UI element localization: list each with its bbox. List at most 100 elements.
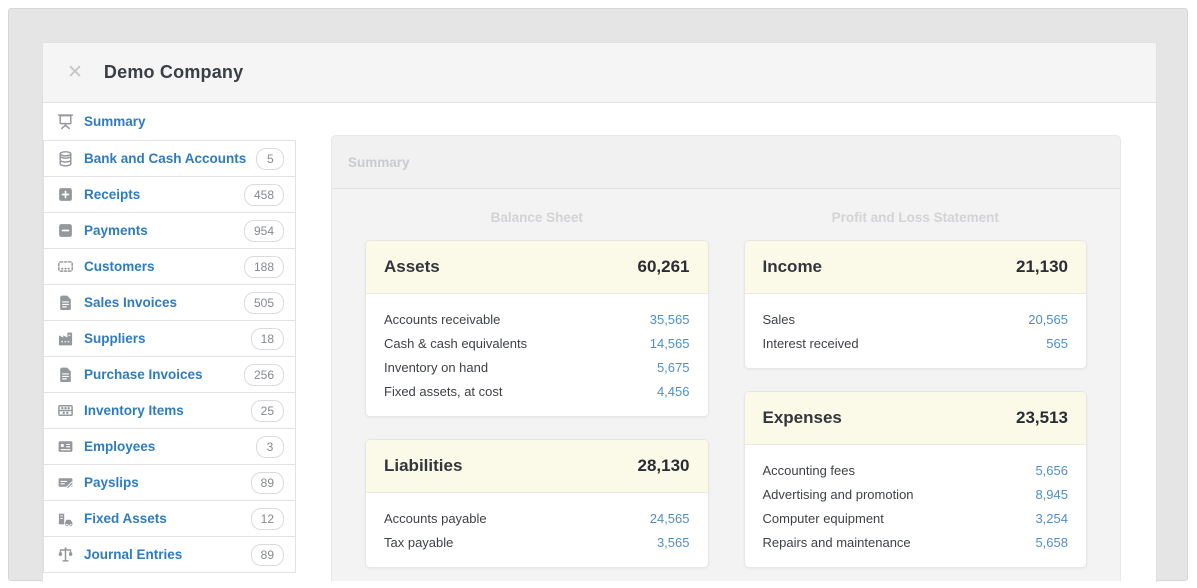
sidebar-item-employees[interactable]: Employees 3 [43,428,296,465]
id-card-icon [57,438,74,455]
sidebar-item-count: 954 [244,220,284,242]
sidebar-item-fixed-assets[interactable]: Fixed Assets 12 [43,500,296,537]
account-value-link[interactable]: 5,658 [1035,535,1068,550]
card-total: 21,130 [1016,257,1068,277]
sidebar-item-label: Journal Entries [84,547,182,562]
account-value-link[interactable]: 35,565 [650,312,690,327]
coins-icon [57,150,74,167]
account-label: Advertising and promotion [763,487,914,502]
account-row-repairs-and-maintenance: Repairs and maintenance 5,658 [763,530,1069,554]
card-income: Income 21,130 Sales 20,565 Interest rece… [744,240,1088,369]
invoice-icon [57,366,74,383]
card-total: 28,130 [638,456,690,476]
sidebar-item-label: Sales Invoices [84,295,177,310]
main-area: Summary Balance Sheet Assets 60,261 Acco… [296,103,1156,581]
card-header: Income 21,130 [745,241,1087,294]
statement-column-balance-sheet: Balance Sheet Assets 60,261 Accounts rec… [365,210,709,582]
card-body: Accounts receivable 35,565 Cash & cash e… [366,294,708,416]
sidebar-item-label: Purchase Invoices [84,367,203,382]
summary-tab[interactable]: Summary [332,136,1120,189]
card-total: 23,513 [1016,408,1068,428]
account-label: Accounts payable [384,511,487,526]
app-body: Summary Bank and Cash Accounts 5 Receipt… [43,103,1156,581]
account-row-accounting-fees: Accounting fees 5,656 [763,458,1069,482]
sidebar-item-summary[interactable]: Summary [43,103,296,140]
sidebar-item-label: Summary [84,114,146,129]
account-value-link[interactable]: 5,656 [1035,463,1068,478]
card-title: Liabilities [384,456,462,476]
account-value-link[interactable]: 4,456 [657,384,690,399]
account-value-link[interactable]: 565 [1046,336,1068,351]
account-value-link[interactable]: 20,565 [1028,312,1068,327]
card-body: Accounts payable 24,565 Tax payable 3,56… [366,493,708,567]
sidebar-item-count: 5 [256,148,284,170]
account-label: Sales [763,312,796,327]
account-row-interest-received: Interest received 565 [763,331,1069,355]
account-label: Repairs and maintenance [763,535,911,550]
sidebar-item-bank-and-cash-accounts[interactable]: Bank and Cash Accounts 5 [43,140,296,177]
presentation-icon [57,113,74,130]
account-value-link[interactable]: 3,565 [657,535,690,550]
summary-tab-label: Summary [348,155,410,170]
account-value-link[interactable]: 14,565 [650,336,690,351]
card-header: Expenses 23,513 [745,392,1087,445]
statement-column-profit-and-loss-statement: Profit and Loss Statement Income 21,130 … [744,210,1088,582]
account-value-link[interactable]: 8,945 [1035,487,1068,502]
sidebar-item-inventory-items[interactable]: Inventory Items 25 [43,392,296,429]
account-row-cash-cash-equivalents: Cash & cash equivalents 14,565 [384,331,690,355]
sidebar-item-label: Bank and Cash Accounts [84,151,246,166]
sidebar-item-count: 3 [256,436,284,458]
account-row-fixed-assets-at-cost: Fixed assets, at cost 4,456 [384,379,690,403]
card-total: 60,261 [638,257,690,277]
payslip-icon [57,474,74,491]
sidebar-item-count: 89 [251,472,284,494]
account-row-advertising-and-promotion: Advertising and promotion 8,945 [763,482,1069,506]
account-row-inventory-on-hand: Inventory on hand 5,675 [384,355,690,379]
account-row-accounts-receivable: Accounts receivable 35,565 [384,307,690,331]
sidebar-item-label: Customers [84,259,155,274]
sidebar-item-label: Receipts [84,187,140,202]
account-label: Cash & cash equivalents [384,336,527,351]
account-row-computer-equipment: Computer equipment 3,254 [763,506,1069,530]
sidebar-item-purchase-invoices[interactable]: Purchase Invoices 256 [43,356,296,393]
fixed-asset-icon [57,510,74,527]
sidebar-item-label: Payments [84,223,148,238]
sidebar-item-customers[interactable]: Customers 188 [43,248,296,285]
sidebar-item-count: 505 [244,292,284,314]
app-window: ✕ Demo Company Summary Bank and Cash Acc… [42,42,1157,582]
summary-panel: Summary Balance Sheet Assets 60,261 Acco… [331,135,1121,581]
account-row-accounts-payable: Accounts payable 24,565 [384,506,690,530]
sidebar-item-label: Fixed Assets [84,511,167,526]
sidebar-item-receipts[interactable]: Receipts 458 [43,176,296,213]
card-title: Assets [384,257,440,277]
sidebar-item-payments[interactable]: Payments 954 [43,212,296,249]
sidebar-item-journal-entries[interactable]: Journal Entries 89 [43,536,296,573]
sidebar-item-count: 188 [244,256,284,278]
account-label: Inventory on hand [384,360,488,375]
account-value-link[interactable]: 24,565 [650,511,690,526]
card-liabilities: Liabilities 28,130 Accounts payable 24,5… [365,439,709,568]
close-icon[interactable]: ✕ [67,63,83,82]
sidebar-item-suppliers[interactable]: Suppliers 18 [43,320,296,357]
card-header: Assets 60,261 [366,241,708,294]
people-icon [57,258,74,275]
card-assets: Assets 60,261 Accounts receivable 35,565… [365,240,709,417]
statement-cards: Income 21,130 Sales 20,565 Interest rece… [744,240,1088,568]
account-label: Interest received [763,336,859,351]
account-value-link[interactable]: 5,675 [657,360,690,375]
sidebar-item-payslips[interactable]: Payslips 89 [43,464,296,501]
card-expenses: Expenses 23,513 Accounting fees 5,656 Ad… [744,391,1088,568]
sidebar-item-sales-invoices[interactable]: Sales Invoices 505 [43,284,296,321]
account-label: Computer equipment [763,511,884,526]
account-label: Fixed assets, at cost [384,384,503,399]
account-value-link[interactable]: 3,254 [1035,511,1068,526]
statement-cards: Assets 60,261 Accounts receivable 35,565… [365,240,709,568]
sidebar-item-count: 458 [244,184,284,206]
plus-square-icon [57,186,74,203]
sidebar-item-label: Suppliers [84,331,146,346]
page-title: Demo Company [104,62,243,83]
sidebar-item-label: Employees [84,439,155,454]
account-label: Accounts receivable [384,312,500,327]
sidebar-item-count: 256 [244,364,284,386]
invoice-icon [57,294,74,311]
